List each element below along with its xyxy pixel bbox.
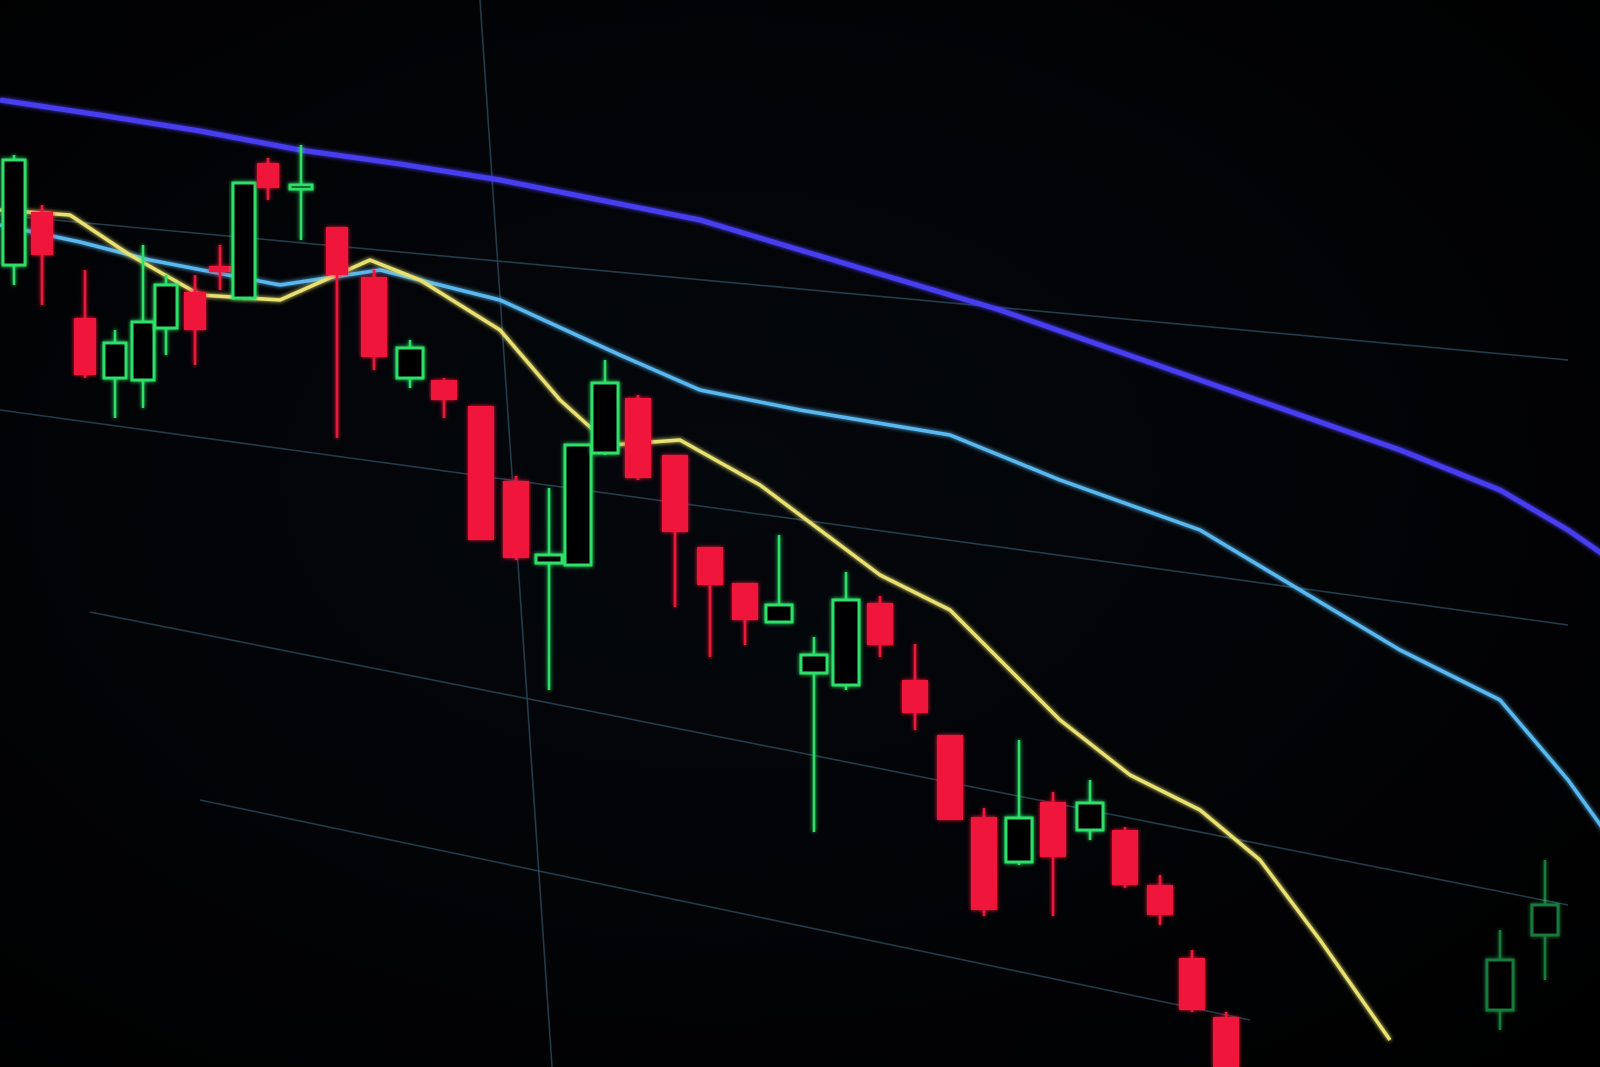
grid-line	[0, 409, 1569, 626]
candle-body	[1075, 801, 1105, 832]
candle-body	[764, 603, 794, 624]
candle-body	[697, 547, 723, 585]
candle-up	[1004, 740, 1034, 865]
candle-up	[153, 275, 179, 355]
candle-body	[231, 181, 257, 300]
candle-up	[831, 572, 861, 690]
candle-body	[1004, 816, 1034, 864]
candle-down	[209, 245, 231, 290]
candle-body	[468, 406, 494, 540]
candle-body	[625, 398, 651, 478]
candle-down	[625, 395, 651, 480]
candle-down	[184, 275, 206, 365]
candle-body	[1040, 802, 1066, 857]
candle-up	[1530, 860, 1560, 980]
candle-body	[1147, 885, 1173, 915]
candle-down	[503, 476, 529, 560]
candle-down	[1147, 875, 1173, 925]
candle-up	[1, 155, 27, 285]
candle-down	[1040, 792, 1066, 916]
moving-average-ma_fast	[0, 208, 1392, 1042]
candle-down	[1112, 827, 1138, 888]
candle-down	[431, 378, 457, 418]
candle-body	[257, 163, 279, 188]
candle-up	[590, 360, 620, 455]
candle-body	[503, 481, 529, 558]
candle-body	[831, 598, 861, 687]
grid-line	[199, 799, 1251, 1021]
candle-body	[130, 320, 156, 382]
candle-body	[1, 158, 27, 267]
candle-body	[1112, 830, 1138, 885]
candle-down	[662, 455, 688, 607]
candle-down	[1179, 950, 1205, 1012]
candle-body	[74, 318, 96, 375]
candle-down	[971, 808, 997, 916]
candle-body	[732, 583, 758, 620]
candles	[1, 145, 1560, 1067]
candle-body	[590, 381, 620, 455]
candle-body	[1213, 1017, 1239, 1067]
candle-down	[1213, 1012, 1239, 1067]
candle-body	[937, 735, 963, 820]
candle-body	[867, 603, 893, 645]
candle-body	[288, 183, 314, 191]
candle-body	[662, 455, 688, 532]
candle-down	[361, 270, 387, 370]
candle-up	[534, 488, 564, 690]
candle-down	[74, 270, 96, 378]
candle-up	[288, 145, 314, 240]
candle-body	[395, 346, 425, 380]
candle-down	[697, 547, 723, 657]
candle-up	[231, 181, 257, 300]
candle-body	[971, 817, 997, 910]
candle-body	[1179, 958, 1205, 1010]
candle-up	[799, 637, 829, 832]
candle-body	[563, 443, 593, 567]
candle-down	[257, 158, 279, 200]
candle-body	[902, 680, 928, 713]
candle-down	[468, 406, 494, 540]
candle-up	[102, 330, 128, 418]
candle-body	[326, 227, 348, 275]
candle-up	[395, 340, 425, 388]
moving-average-ma_slow	[0, 97, 1600, 556]
candle-body	[184, 292, 206, 330]
candle-body	[31, 212, 53, 255]
candle-body	[209, 266, 231, 272]
candle-body	[799, 653, 829, 675]
grid-line	[0, 214, 1569, 361]
candle-down	[902, 644, 928, 730]
candle-body	[102, 341, 128, 380]
candle-up	[764, 535, 794, 624]
candle-body	[1485, 958, 1515, 1012]
candle-down	[326, 227, 348, 438]
candle-up	[1075, 780, 1105, 840]
moving-average-ma_mid	[0, 223, 1600, 828]
candle-body	[153, 283, 179, 330]
candle-up	[130, 245, 156, 408]
candle-body	[361, 277, 387, 357]
candle-down	[31, 205, 53, 305]
candle-down	[867, 596, 893, 657]
grid-line	[89, 611, 1569, 906]
candle-body	[534, 553, 564, 565]
candle-body	[431, 380, 457, 400]
candle-up	[1485, 930, 1515, 1030]
candle-up	[563, 443, 593, 567]
candle-down	[937, 735, 963, 820]
candle-down	[732, 583, 758, 645]
candle-body	[1530, 903, 1560, 937]
